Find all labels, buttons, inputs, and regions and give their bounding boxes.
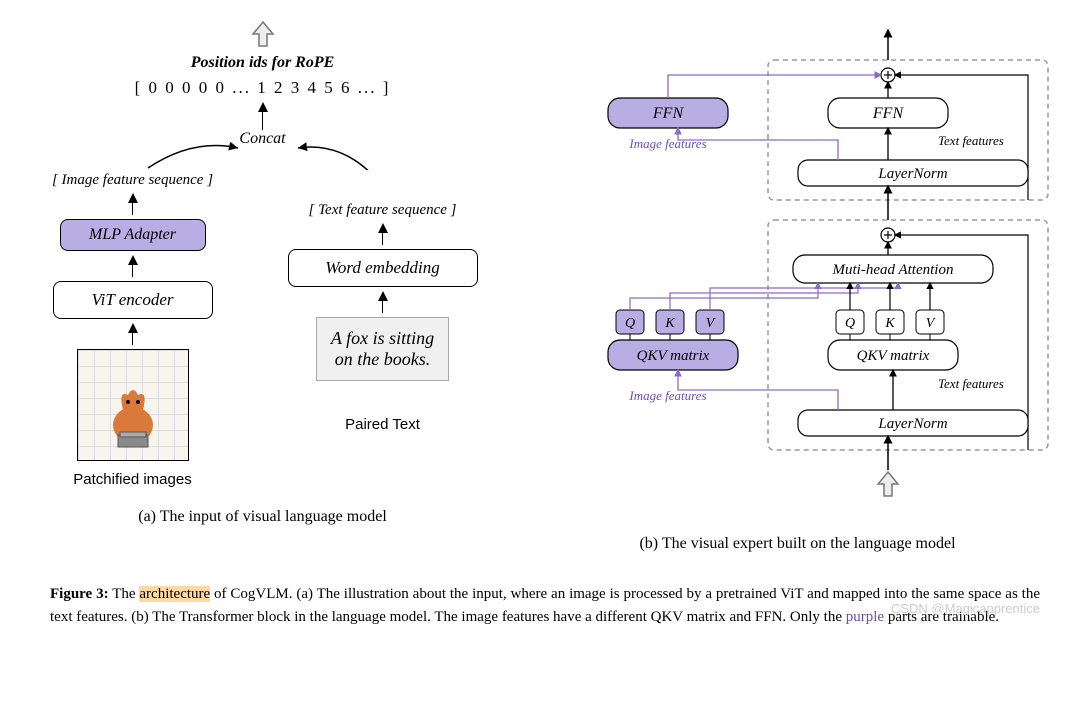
v-purple: V (705, 316, 715, 331)
caption-highlight: architecture (139, 586, 210, 602)
input-text-box: A fox is sitting on the books. (316, 317, 449, 381)
k-white: K (884, 316, 895, 331)
layernorm-1: LayerNorm (877, 166, 947, 182)
patchified-image (77, 349, 189, 461)
sentence-line1: A fox is sitting (331, 328, 434, 348)
img-feat-label-1: Image features (628, 136, 706, 151)
img-seq-label: [ Image feature sequence ] (52, 172, 213, 189)
sentence-line2: on the books. (335, 349, 430, 369)
panel-b-caption: (b) The visual expert built on the langu… (538, 535, 1058, 553)
concat-arrows (33, 130, 493, 170)
q-white: Q (844, 316, 854, 331)
txt-seq-label: [ Text feature sequence ] (308, 202, 456, 219)
k-purple: K (664, 316, 675, 331)
qkv-purple: QKV matrix (636, 348, 709, 364)
txt-feat-label-1: Text features (938, 133, 1004, 148)
fox-icon (98, 370, 168, 450)
vit-encoder-box: ViT encoder (53, 281, 213, 319)
layernorm-2: LayerNorm (877, 416, 947, 432)
watermark: CSDN @Magicapprentice (891, 599, 1040, 619)
panel-a: Position ids for RoPE [ 0 0 0 0 0 ... 1 … (33, 20, 493, 553)
word-embedding-box: Word embedding (288, 249, 478, 287)
caption-t1: The (109, 586, 140, 602)
q-purple: Q (624, 316, 634, 331)
ffn-purple: FFN (651, 105, 684, 122)
patchified-label: Patchified images (73, 471, 191, 488)
panel-b-svg: FFN FFN Image features Text features Lay… (538, 20, 1058, 510)
rope-label: Position ids for RoPE (191, 54, 335, 72)
caption-bold: Figure 3: (50, 586, 109, 602)
up-arrow-icon (251, 20, 275, 50)
paired-text-label: Paired Text (345, 416, 420, 433)
figure-caption: Figure 3: The architecture of CogVLM. (a… (20, 583, 1070, 628)
position-ids: [ 0 0 0 0 0 ... 1 2 3 4 5 6 ... ] (135, 78, 391, 98)
ffn-white: FFN (871, 105, 904, 122)
mha-box: Muti-head Attention (831, 262, 953, 278)
txt-feat-label-2: Text features (938, 376, 1004, 391)
qkv-white: QKV matrix (856, 348, 929, 364)
caption-purple: purple (846, 609, 884, 625)
panel-b: FFN FFN Image features Text features Lay… (538, 20, 1058, 553)
panel-a-caption: (a) The input of visual language model (138, 508, 387, 526)
v-white: V (925, 316, 935, 331)
figure-container: Position ids for RoPE [ 0 0 0 0 0 ... 1 … (20, 20, 1070, 553)
mlp-adapter-box: MLP Adapter (60, 219, 206, 251)
